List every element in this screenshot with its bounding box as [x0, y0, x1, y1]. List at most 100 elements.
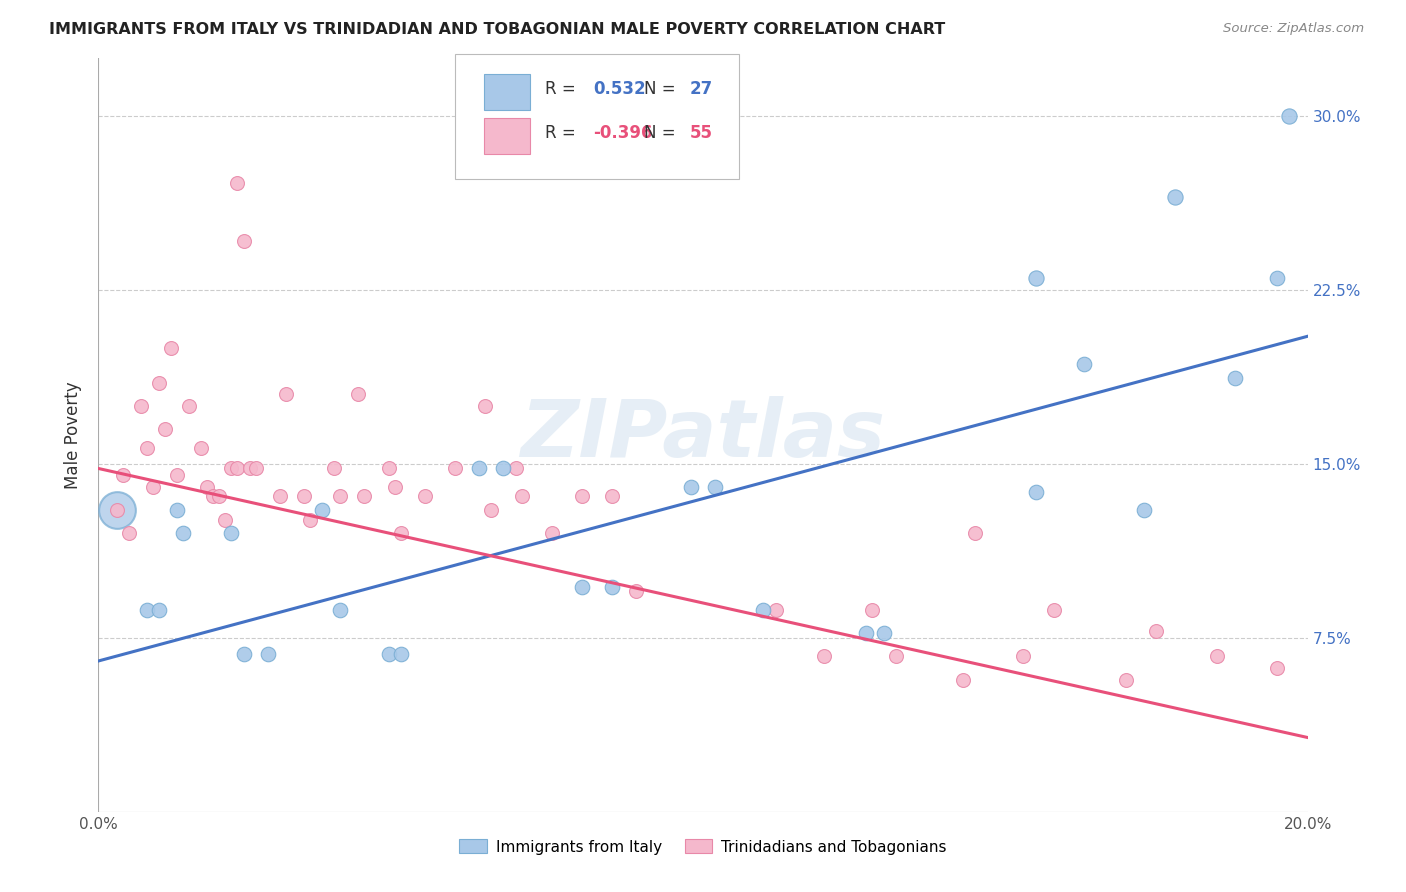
- Point: [160, 341, 183, 355]
- Point: [329, 603, 352, 617]
- Point: [474, 399, 496, 413]
- Point: [105, 503, 128, 517]
- Point: [221, 461, 243, 475]
- Point: [377, 647, 399, 661]
- Point: [444, 461, 467, 475]
- Point: [323, 461, 346, 475]
- Text: IMMIGRANTS FROM ITALY VS TRINIDADIAN AND TOBAGONIAN MALE POVERTY CORRELATION CHA: IMMIGRANTS FROM ITALY VS TRINIDADIAN AND…: [49, 22, 945, 37]
- Text: N =: N =: [644, 80, 675, 98]
- Point: [540, 526, 562, 541]
- Point: [226, 461, 249, 475]
- Point: [952, 673, 974, 687]
- Point: [274, 387, 297, 401]
- Point: [510, 489, 533, 503]
- Point: [1278, 109, 1301, 123]
- Point: [232, 647, 254, 661]
- Point: [166, 503, 188, 517]
- Point: [111, 468, 134, 483]
- Point: [492, 461, 515, 475]
- Point: [292, 489, 315, 503]
- Point: [245, 461, 267, 475]
- Point: [269, 489, 291, 503]
- Point: [221, 526, 243, 541]
- FancyBboxPatch shape: [456, 54, 740, 178]
- Text: N =: N =: [644, 124, 675, 142]
- Point: [377, 461, 399, 475]
- Point: [135, 603, 157, 617]
- Y-axis label: Male Poverty: Male Poverty: [65, 381, 83, 489]
- Point: [347, 387, 370, 401]
- Text: 55: 55: [690, 124, 713, 142]
- Point: [602, 489, 624, 503]
- Point: [214, 512, 236, 526]
- Point: [172, 526, 194, 541]
- Point: [239, 461, 262, 475]
- Point: [1223, 371, 1246, 385]
- Point: [704, 480, 727, 494]
- Text: -0.396: -0.396: [593, 124, 652, 142]
- FancyBboxPatch shape: [484, 74, 530, 110]
- Point: [1042, 603, 1064, 617]
- Point: [202, 489, 225, 503]
- Point: [153, 422, 176, 436]
- Point: [118, 526, 141, 541]
- Point: [765, 603, 787, 617]
- Point: [1267, 271, 1289, 285]
- Point: [232, 234, 254, 248]
- Point: [602, 580, 624, 594]
- Point: [299, 512, 322, 526]
- Point: [311, 503, 333, 517]
- Point: [384, 480, 406, 494]
- Point: [353, 489, 375, 503]
- Legend: Immigrants from Italy, Trinidadians and Tobagonians: Immigrants from Italy, Trinidadians and …: [453, 833, 953, 861]
- Point: [389, 647, 412, 661]
- Point: [329, 489, 352, 503]
- Point: [1206, 649, 1229, 664]
- Point: [468, 461, 491, 475]
- Point: [860, 603, 883, 617]
- Point: [1133, 503, 1156, 517]
- Text: 27: 27: [690, 80, 713, 98]
- Point: [571, 489, 593, 503]
- Text: R =: R =: [544, 124, 575, 142]
- Point: [195, 480, 218, 494]
- Point: [679, 480, 702, 494]
- Point: [886, 649, 908, 664]
- Point: [129, 399, 152, 413]
- Point: [481, 503, 503, 517]
- Point: [148, 376, 170, 390]
- Text: ZIPatlas: ZIPatlas: [520, 396, 886, 474]
- Point: [166, 468, 188, 483]
- Point: [148, 603, 170, 617]
- Point: [505, 461, 527, 475]
- Point: [179, 399, 201, 413]
- Point: [1024, 484, 1046, 499]
- Text: Source: ZipAtlas.com: Source: ZipAtlas.com: [1223, 22, 1364, 36]
- Point: [1073, 357, 1095, 371]
- Point: [1024, 271, 1046, 285]
- Point: [752, 603, 775, 617]
- Point: [626, 584, 648, 599]
- Text: 0.532: 0.532: [593, 80, 645, 98]
- Point: [208, 489, 231, 503]
- Point: [873, 626, 896, 640]
- Point: [1267, 661, 1289, 675]
- Point: [190, 441, 212, 455]
- Point: [1115, 673, 1137, 687]
- Point: [142, 480, 165, 494]
- Point: [1012, 649, 1035, 664]
- Point: [389, 526, 412, 541]
- Point: [226, 176, 249, 190]
- Point: [135, 441, 157, 455]
- Point: [965, 526, 987, 541]
- Point: [413, 489, 436, 503]
- Point: [855, 626, 877, 640]
- FancyBboxPatch shape: [484, 118, 530, 153]
- Point: [256, 647, 278, 661]
- Point: [571, 580, 593, 594]
- Point: [1144, 624, 1167, 638]
- Text: R =: R =: [544, 80, 575, 98]
- Point: [1163, 190, 1185, 204]
- Point: [813, 649, 835, 664]
- Point: [105, 503, 128, 517]
